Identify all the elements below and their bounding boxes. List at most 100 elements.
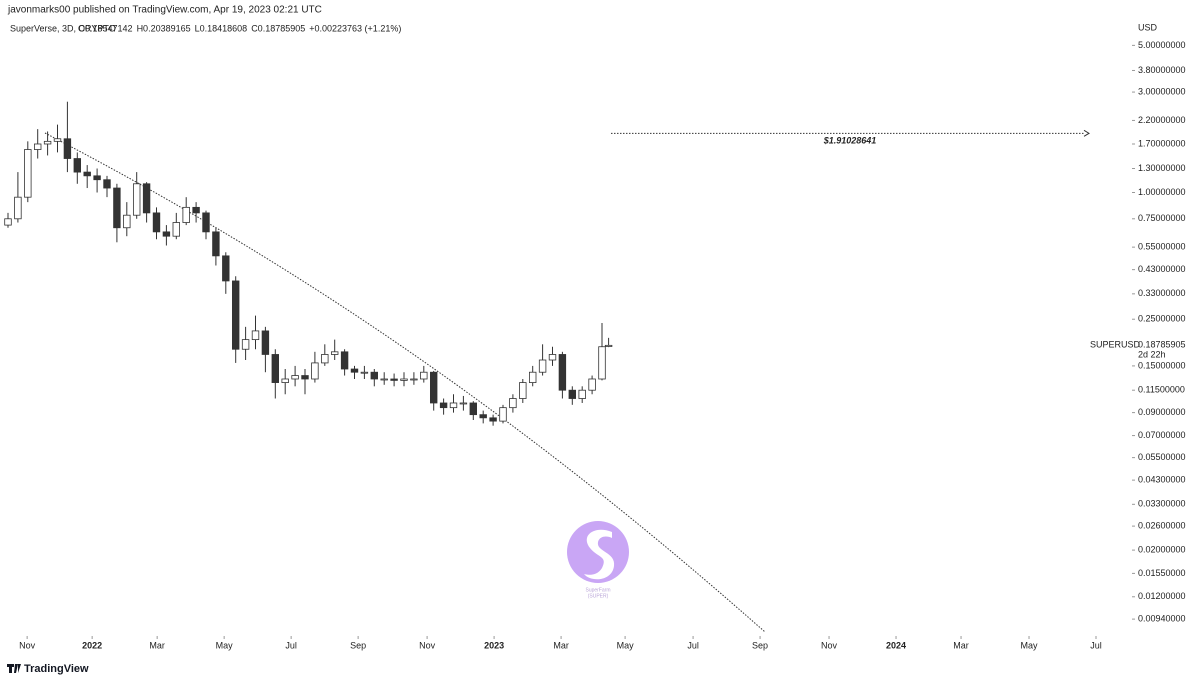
candle-body [241,339,250,350]
y-tick-label: 0.11500000 [1138,385,1185,395]
candle-body [202,212,210,233]
candle-body [429,371,438,404]
y-tick-label: 0.75000000 [1138,213,1186,223]
y-tick-label: 0.05500000 [1138,452,1186,462]
x-tick-label: Nov [19,640,36,650]
legend-change: +0.00223763 (+1.21%) [309,23,401,33]
target-arrow [1083,129,1090,137]
y-tick-label: 0.25000000 [1138,314,1186,324]
watermark-ticker: (SUPER) [588,593,609,599]
x-tick-label: 2024 [886,640,906,650]
y-tick-label: 0.01200000 [1138,591,1186,601]
legend-ohlc: L0.18418608 [195,23,248,33]
candle-body [400,378,408,381]
y-tick-label: 0.55000000 [1138,242,1186,252]
candle-body [509,398,517,409]
y-tick-label: 0.15000000 [1138,360,1186,370]
candle-body [172,222,180,237]
currency: USD [1138,22,1158,32]
y-tick-label: 0.00940000 [1138,613,1186,623]
legend-ohlc: C0.18785905 [251,23,305,33]
y-tick-label: 2.20000000 [1138,115,1186,125]
chart-title: SuperVerse, 3D, CRYPTO [10,23,116,33]
candle-body [370,371,378,380]
candle-body [449,402,458,409]
candle-body [459,402,468,405]
x-tick-label: 2022 [82,640,102,650]
candle-body [568,389,576,399]
candle-body [390,378,398,381]
y-tick-label: 0.04300000 [1138,474,1186,484]
y-tick-label: 0.02600000 [1138,520,1186,530]
candle-body [321,354,329,364]
y-tick-label: 3.80000000 [1138,65,1186,75]
y-tick-label: 1.30000000 [1138,163,1186,173]
candle-body [420,371,428,380]
footer-logo: TradingView [7,663,89,675]
logo-mark [584,529,615,580]
x-tick-label: Sep [752,640,768,650]
y-tick-label: 0.02000000 [1138,544,1186,554]
candle-body [291,375,299,380]
candle-body [519,382,527,399]
y-tick-label: 0.33000000 [1138,288,1186,298]
legend-ohlc: H0.20389165 [137,23,191,33]
y-tick-label: 0.07000000 [1138,430,1186,440]
candle-body [162,231,171,237]
candle-body [558,354,567,391]
candle-body [142,183,151,214]
candle-body [578,389,586,399]
x-tick-label: Jul [687,640,699,650]
candle-body [152,212,161,233]
y-tick-label: 1.00000000 [1138,187,1186,197]
tv-icon [7,664,21,673]
symbol-label: SUPERUSD [1090,340,1141,350]
candle-body [479,414,487,419]
y-tick-label: 5.00000000 [1138,40,1186,50]
candle-body [360,371,369,374]
x-tick-label: Sep [350,640,366,650]
candle-body [251,330,260,341]
x-tick-label: May [617,640,635,650]
candle-body [14,196,22,220]
candle-body [63,138,72,159]
x-tick-label: Mar [553,640,569,650]
candle-body [410,378,418,381]
header: javonmarks00 published on TradingView.co… [7,5,322,16]
y-tick-label: 0.09000000 [1138,407,1186,417]
x-tick-label: Mar [953,640,969,650]
last-price: 0.18785905 [1138,340,1186,350]
candle-body [311,362,319,380]
candle-body [4,218,12,226]
candle-body [281,378,289,383]
candle-body [34,143,42,150]
candle-body [24,149,32,198]
x-tick-label: Jul [285,640,297,650]
candle-body [489,417,497,422]
x-tick-label: Nov [419,640,436,650]
candle-body [538,359,547,373]
x-tick-label: May [216,640,234,650]
y-tick-label: 3.00000000 [1138,86,1186,96]
candle-body [73,158,81,173]
candle-body [93,175,101,181]
x-tick-label: Mar [149,640,165,650]
legend-ohlc: O0.18547142 [78,23,133,33]
x-tick-label: May [1021,640,1039,650]
x-tick-label: 2023 [484,640,504,650]
x-tick-label: Jul [1090,640,1102,650]
candle-body [469,402,477,416]
candle-body [340,351,349,370]
candle-body [113,187,121,229]
candle-body [588,378,596,391]
candle-body [192,206,200,214]
candle-body [43,140,52,145]
trend-line [44,132,766,633]
candle-body [529,371,537,383]
y-tick-label: 1.70000000 [1138,138,1186,148]
candle-body [212,231,220,257]
y-tick-label: 0.43000000 [1138,264,1186,274]
candle-body [222,255,230,282]
candle-body [132,183,141,216]
